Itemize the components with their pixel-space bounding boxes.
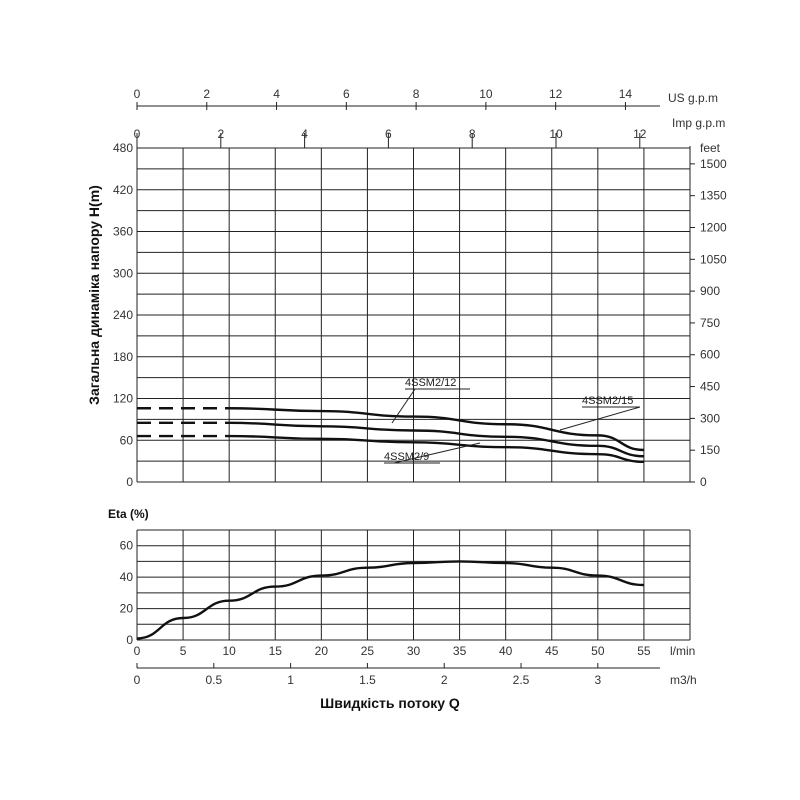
y-tick-label: 60 [120,433,134,447]
top-axis-tick-label-usgpm: 2 [203,87,210,101]
x-tick-label-lmin: 35 [453,644,467,658]
top-axis-tick-label-impgpm: 10 [549,127,563,141]
right-axis-tick-label: 1200 [700,220,727,234]
y-tick-label: 420 [113,183,133,197]
top-axis-tick-label-impgpm: 6 [385,127,392,141]
x-tick-label-m3h: 2 [441,673,448,687]
right-axis-tick-label: 1500 [700,157,727,171]
x-tick-label-lmin: 25 [361,644,375,658]
right-axis-tick-label: 0 [700,475,707,489]
y-tick-label: 0 [126,475,133,489]
x-tick-label-m3h: 1 [287,673,294,687]
series-label-leader [391,388,416,424]
y-tick-label: 360 [113,225,133,239]
right-axis-tick-label: 1350 [700,189,727,203]
x-tick-label-lmin: 40 [499,644,513,658]
y-tick-label: 300 [113,266,133,280]
x-tick-label-m3h: 0 [134,673,141,687]
right-axis-tick-label: 450 [700,380,720,394]
x-tick-label-m3h: 2.5 [513,673,530,687]
top-axis-tick-label-impgpm: 4 [301,127,308,141]
eta-y-tick-label: 60 [120,539,134,553]
top-axis-tick-label-usgpm: 12 [549,87,563,101]
top-axis-tick-label-usgpm: 8 [413,87,420,101]
x-axis-label: Швидкість потоку Q [320,695,460,711]
x-tick-label-lmin: 15 [269,644,283,658]
x-axis-unit-lmin: l/min [670,644,695,658]
x-tick-label-m3h: 1.5 [359,673,376,687]
series-label: 4SSM2/9 [384,451,429,463]
x-axis-unit-m3h: m3/h [670,673,697,687]
series-curve-4ssm2-9 [229,434,644,464]
top-axis-tick-label-usgpm: 0 [134,87,141,101]
series-curve-4ssm2-15 [229,407,644,452]
series-curve-4ssm2-12 [229,421,644,458]
right-axis-tick-label: 750 [700,316,720,330]
eta-y-tick-label: 40 [120,570,134,584]
y-tick-label: 120 [113,392,133,406]
top-axis-tick-label-usgpm: 14 [619,87,633,101]
efficiency-curve [136,560,644,640]
y-tick-label: 480 [113,141,133,155]
right-axis-tick-label: 300 [700,411,720,425]
eta-y-tick-label: 20 [120,602,134,616]
x-tick-label-lmin: 0 [134,644,141,658]
right-axis-tick-label: 150 [700,443,720,457]
x-tick-label-lmin: 30 [407,644,421,658]
series-label-leader [393,442,481,464]
top-axis-tick-label-impgpm: 8 [469,127,476,141]
x-tick-label-m3h: 3 [594,673,601,687]
top-axis-unit-impgpm: Imp g.p.m [672,116,725,130]
x-tick-label-lmin: 45 [545,644,559,658]
right-axis-tick-label: 900 [700,284,720,298]
eta-axis-label: Eta (%) [108,507,149,521]
top-axis-tick-label-usgpm: 10 [479,87,493,101]
series-label: 4SSM2/15 [582,395,633,407]
top-axis-tick-label-impgpm: 2 [217,127,224,141]
series-label: 4SSM2/12 [405,377,456,389]
right-axis-tick-label: 1050 [700,252,727,266]
eta-y-tick-label: 0 [126,633,133,647]
top-axis-tick-label-impgpm: 12 [633,127,647,141]
top-axis-tick-label-usgpm: 4 [273,87,280,101]
x-tick-label-lmin: 5 [180,644,187,658]
x-tick-label-lmin: 50 [591,644,605,658]
right-axis-unit: feet [700,141,721,155]
y-tick-label: 180 [113,350,133,364]
top-axis-tick-label-impgpm: 0 [134,127,141,141]
right-axis-tick-label: 600 [700,348,720,362]
x-tick-label-m3h: 0.5 [205,673,222,687]
x-tick-label-lmin: 20 [315,644,329,658]
y-tick-label: 240 [113,308,133,322]
series-label-leader [559,406,641,431]
y-axis-label: Загальна динаміка напору H(m) [86,185,102,405]
head-curve-plot: 0601201802403003604204800150300450600750… [86,87,727,489]
top-axis-unit-usgpm: US g.p.m [668,91,718,105]
x-tick-label-lmin: 10 [222,644,236,658]
top-axis-tick-label-usgpm: 6 [343,87,350,101]
x-tick-label-lmin: 55 [637,644,651,658]
